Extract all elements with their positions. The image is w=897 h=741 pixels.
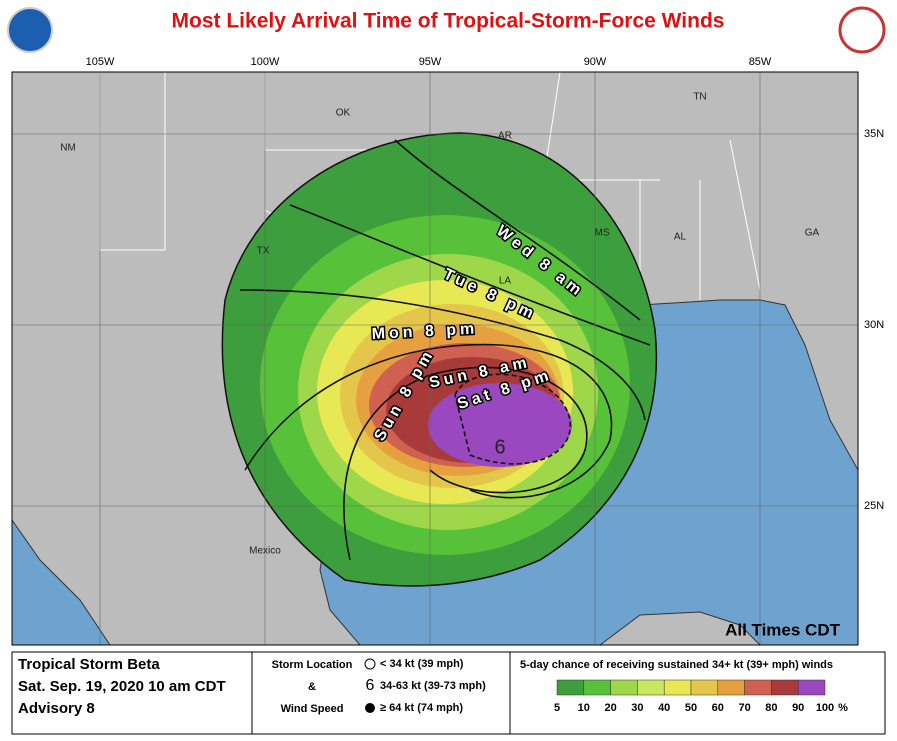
legend-swatch bbox=[771, 679, 799, 696]
legend-swatch bbox=[744, 679, 772, 696]
legend-swatch bbox=[663, 679, 692, 696]
place-label: AR bbox=[498, 131, 512, 142]
graticule bbox=[12, 72, 858, 645]
legend-swatch bbox=[717, 679, 745, 696]
storm-symbol: 6 bbox=[494, 436, 505, 458]
key-heading: Wind Speed bbox=[281, 703, 344, 715]
legend-label: 40 bbox=[658, 702, 670, 714]
place-label: LA bbox=[499, 276, 512, 287]
legend-label: 50 bbox=[685, 702, 697, 714]
legend-swatch bbox=[797, 679, 826, 696]
cuba bbox=[599, 611, 761, 645]
map: 6 bbox=[12, 72, 858, 645]
pacific bbox=[12, 519, 111, 645]
place-label: MS bbox=[595, 228, 610, 239]
prob-90 bbox=[428, 383, 572, 467]
legend-swatch bbox=[556, 679, 585, 696]
longitude-label: 95W bbox=[419, 56, 442, 68]
legend-label: 100 bbox=[816, 702, 834, 714]
legend-label: 80 bbox=[765, 702, 777, 714]
legend-label: 5 bbox=[554, 702, 560, 714]
legend-label: 30 bbox=[631, 702, 643, 714]
place-label: NM bbox=[60, 143, 76, 154]
legend-label: 70 bbox=[738, 702, 750, 714]
legend-swatch bbox=[690, 679, 719, 696]
longitude-label: 105W bbox=[86, 56, 115, 68]
hurricane-icon bbox=[365, 703, 375, 713]
place-label: TN bbox=[693, 92, 706, 103]
longitude-label: 100W bbox=[251, 56, 280, 68]
latitude-label: 25N bbox=[864, 500, 884, 512]
latitude-label: 30N bbox=[864, 319, 884, 331]
legend-label: 10 bbox=[578, 702, 590, 714]
legend-label: 20 bbox=[604, 702, 616, 714]
legend-unit: % bbox=[838, 702, 848, 714]
longitude-label: 90W bbox=[584, 56, 607, 68]
key-item: < 34 kt (39 mph) bbox=[380, 658, 464, 670]
legend-label: 90 bbox=[792, 702, 804, 714]
legend-label: 60 bbox=[712, 702, 724, 714]
legend-title: 5-day chance of receiving sustained 34+ … bbox=[520, 659, 833, 671]
place-label: OK bbox=[336, 108, 351, 119]
legend-swatch bbox=[637, 679, 665, 696]
map-frame bbox=[11, 71, 859, 646]
title: Most Likely Arrival Time of Tropical-Sto… bbox=[172, 10, 725, 33]
key-heading: & bbox=[308, 681, 316, 693]
storm-info: Advisory 8 bbox=[18, 700, 95, 717]
arrival-contours bbox=[239, 139, 651, 561]
nws-logo bbox=[838, 6, 886, 54]
place-label: TX bbox=[257, 246, 270, 257]
key-item: 34-63 kt (39-73 mph) bbox=[380, 680, 486, 692]
longitude-label: 85W bbox=[749, 56, 772, 68]
legend-swatch bbox=[610, 679, 638, 696]
storm-info: Sat. Sep. 19, 2020 10 am CDT bbox=[18, 678, 226, 695]
footer-frame bbox=[11, 651, 886, 735]
place-label: AL bbox=[674, 232, 687, 243]
latitude-label: 35N bbox=[864, 128, 884, 140]
tropical-storm-icon: 6 bbox=[366, 677, 375, 694]
noaa-logo bbox=[7, 7, 53, 53]
key-heading: Storm Location bbox=[272, 659, 353, 671]
key-item: ≥ 64 kt (74 mph) bbox=[380, 702, 463, 714]
place-label: Mexico bbox=[249, 546, 281, 557]
time-note: All Times CDT bbox=[725, 620, 841, 639]
tropical-depression-icon bbox=[364, 658, 376, 670]
place-label: GA bbox=[805, 228, 820, 239]
legend-swatch bbox=[583, 679, 611, 696]
storm-info: Tropical Storm Beta bbox=[18, 656, 160, 673]
